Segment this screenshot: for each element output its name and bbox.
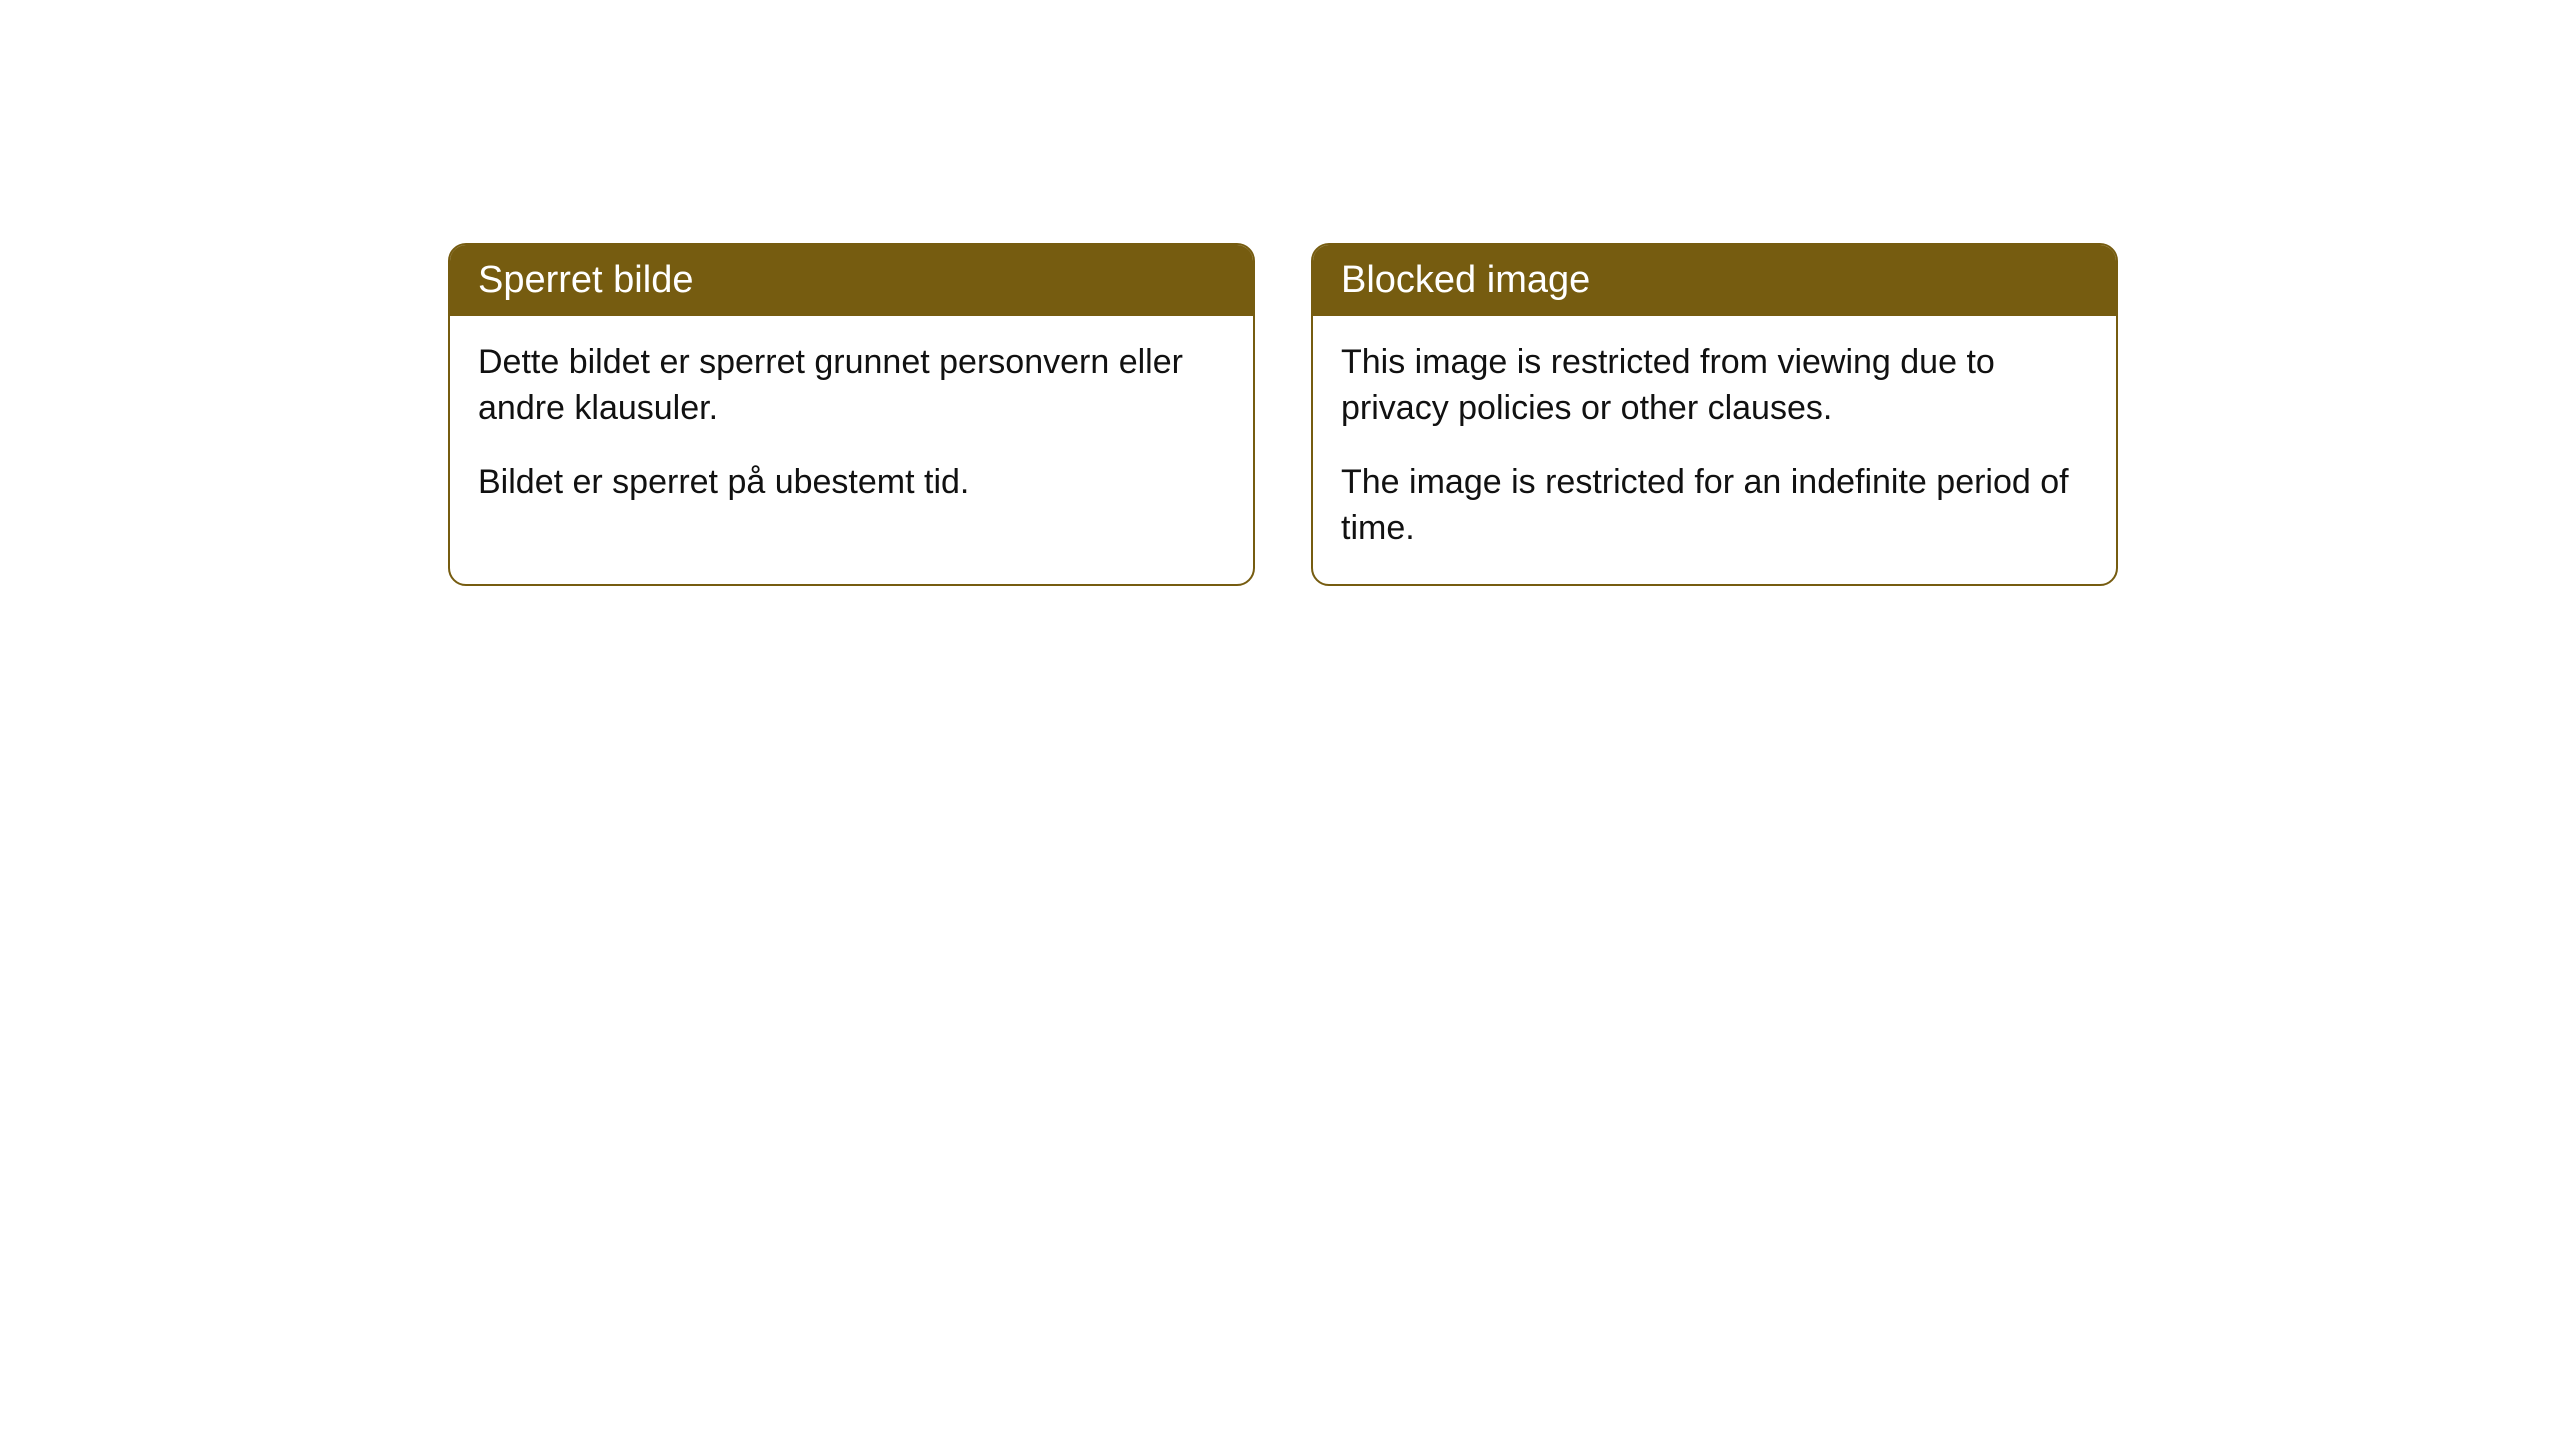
card-paragraph: Bildet er sperret på ubestemt tid. bbox=[478, 460, 1225, 506]
card-title: Sperret bilde bbox=[478, 259, 693, 301]
card-header: Sperret bilde bbox=[450, 245, 1253, 316]
notice-card-english: Blocked image This image is restricted f… bbox=[1311, 243, 2118, 586]
card-header: Blocked image bbox=[1313, 245, 2116, 316]
card-paragraph: This image is restricted from viewing du… bbox=[1341, 340, 2088, 432]
notice-card-norwegian: Sperret bilde Dette bildet er sperret gr… bbox=[448, 243, 1255, 586]
card-paragraph: The image is restricted for an indefinit… bbox=[1341, 460, 2088, 552]
card-paragraph: Dette bildet er sperret grunnet personve… bbox=[478, 340, 1225, 432]
card-body: Dette bildet er sperret grunnet personve… bbox=[450, 316, 1253, 538]
card-title: Blocked image bbox=[1341, 259, 1590, 301]
card-body: This image is restricted from viewing du… bbox=[1313, 316, 2116, 584]
notice-cards-container: Sperret bilde Dette bildet er sperret gr… bbox=[448, 243, 2560, 586]
